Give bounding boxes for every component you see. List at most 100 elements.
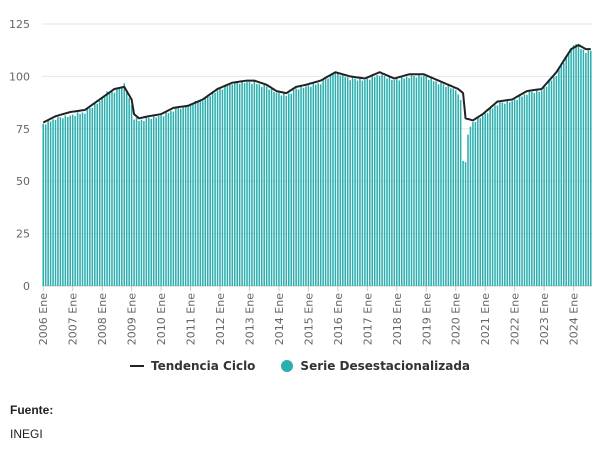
bar[interactable]: [64, 115, 67, 286]
bar[interactable]: [440, 82, 442, 286]
bar[interactable]: [535, 90, 538, 286]
bar[interactable]: [570, 48, 572, 287]
bar[interactable]: [128, 98, 130, 286]
bar[interactable]: [135, 117, 138, 287]
bar[interactable]: [206, 96, 209, 287]
bar[interactable]: [209, 96, 211, 286]
bar[interactable]: [523, 94, 526, 286]
bar[interactable]: [391, 79, 393, 287]
bar[interactable]: [260, 86, 263, 286]
bar[interactable]: [383, 75, 386, 286]
bar[interactable]: [398, 80, 401, 286]
bar[interactable]: [275, 92, 278, 286]
bar[interactable]: [388, 77, 391, 286]
bar[interactable]: [371, 75, 374, 286]
bar[interactable]: [214, 92, 216, 286]
bar[interactable]: [148, 117, 150, 286]
bar[interactable]: [280, 95, 283, 286]
bar[interactable]: [47, 120, 49, 286]
bar[interactable]: [513, 99, 516, 286]
bar[interactable]: [472, 122, 474, 286]
bar[interactable]: [442, 84, 445, 286]
bar[interactable]: [138, 121, 140, 286]
bar[interactable]: [103, 97, 106, 286]
bar[interactable]: [504, 103, 506, 286]
bar[interactable]: [511, 100, 513, 286]
bar[interactable]: [518, 95, 521, 286]
bar[interactable]: [565, 56, 567, 286]
bar[interactable]: [359, 78, 361, 286]
legend-item-serie[interactable]: Serie Desestacionalizada: [281, 359, 470, 373]
bar[interactable]: [322, 79, 324, 286]
bar[interactable]: [354, 78, 356, 286]
bar[interactable]: [231, 84, 234, 286]
bar[interactable]: [462, 160, 464, 286]
bar[interactable]: [590, 50, 592, 287]
bar[interactable]: [123, 83, 126, 286]
bar[interactable]: [319, 84, 322, 286]
bar[interactable]: [310, 86, 312, 286]
bar[interactable]: [533, 93, 536, 286]
bar[interactable]: [133, 119, 135, 286]
bar[interactable]: [248, 81, 251, 286]
bar[interactable]: [79, 114, 81, 286]
bar[interactable]: [437, 84, 440, 286]
bar[interactable]: [54, 119, 57, 287]
bar[interactable]: [400, 76, 403, 286]
bar[interactable]: [157, 116, 160, 286]
bar[interactable]: [251, 83, 253, 286]
bar[interactable]: [540, 90, 543, 286]
bar[interactable]: [125, 92, 128, 286]
bar[interactable]: [580, 49, 582, 286]
bar[interactable]: [420, 76, 423, 286]
bar[interactable]: [44, 124, 47, 286]
bar[interactable]: [405, 76, 408, 286]
bar[interactable]: [81, 112, 84, 287]
bar[interactable]: [219, 88, 221, 286]
bar[interactable]: [491, 108, 494, 286]
bar[interactable]: [558, 69, 560, 287]
bar[interactable]: [361, 80, 364, 286]
bar[interactable]: [121, 87, 123, 287]
bar[interactable]: [575, 44, 577, 287]
bar[interactable]: [430, 77, 432, 286]
bar[interactable]: [543, 87, 545, 286]
bar[interactable]: [76, 112, 79, 286]
bar[interactable]: [454, 90, 457, 286]
bar[interactable]: [288, 93, 290, 287]
bar[interactable]: [182, 105, 184, 286]
bar[interactable]: [297, 89, 300, 287]
bar[interactable]: [452, 88, 455, 286]
bar[interactable]: [108, 93, 111, 286]
bar[interactable]: [283, 93, 285, 286]
bar[interactable]: [585, 52, 587, 286]
bar[interactable]: [410, 75, 413, 287]
bar[interactable]: [373, 77, 376, 286]
bar[interactable]: [101, 97, 103, 286]
bar[interactable]: [67, 116, 69, 287]
bar[interactable]: [162, 116, 165, 286]
bar[interactable]: [295, 88, 297, 287]
bar[interactable]: [427, 79, 430, 286]
bar[interactable]: [307, 85, 310, 287]
bar[interactable]: [484, 113, 486, 286]
bar[interactable]: [278, 92, 280, 286]
bar[interactable]: [221, 89, 224, 286]
bar[interactable]: [555, 75, 558, 286]
bar[interactable]: [381, 74, 383, 286]
bar[interactable]: [447, 85, 450, 286]
bar[interactable]: [369, 79, 371, 286]
bar[interactable]: [563, 62, 565, 286]
bar[interactable]: [418, 74, 420, 286]
bar[interactable]: [516, 100, 518, 287]
bar[interactable]: [49, 121, 52, 287]
bar[interactable]: [86, 109, 89, 286]
bar[interactable]: [118, 87, 121, 287]
bar[interactable]: [202, 101, 204, 286]
bar[interactable]: [376, 75, 378, 287]
bar[interactable]: [111, 91, 113, 286]
bar[interactable]: [531, 92, 533, 286]
bar[interactable]: [329, 74, 332, 286]
bar[interactable]: [42, 123, 44, 287]
bar[interactable]: [98, 100, 101, 286]
